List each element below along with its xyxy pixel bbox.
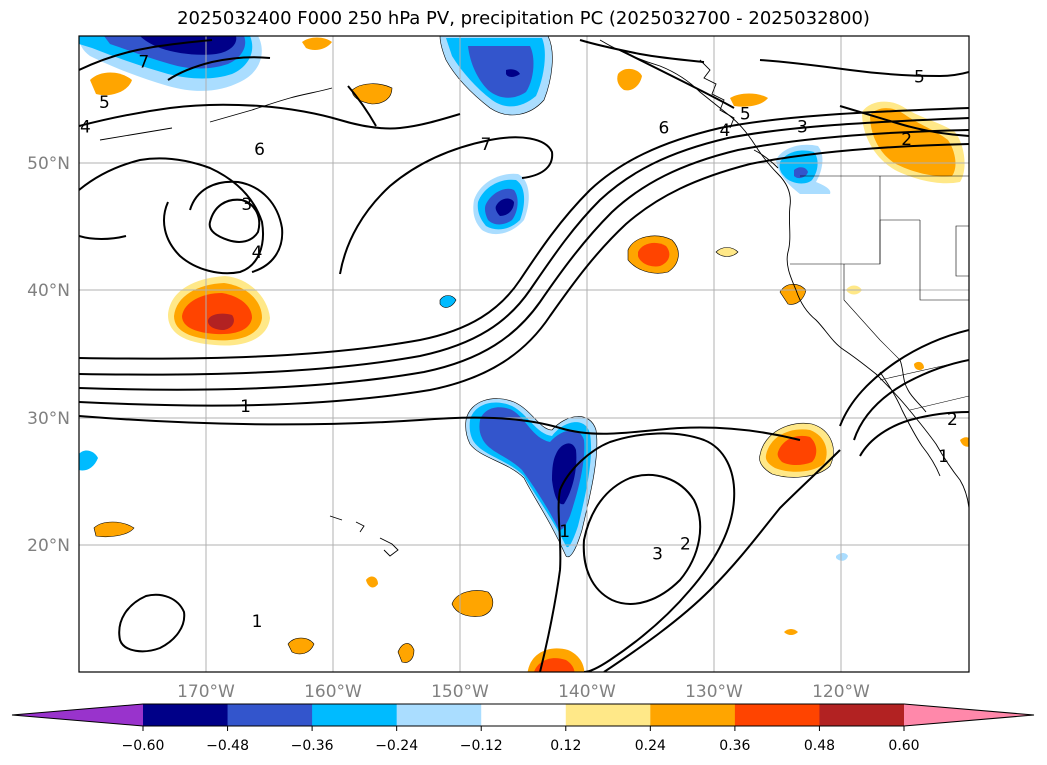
lat-tick-label: 40°N (27, 281, 70, 301)
colorbar-segment (819, 704, 905, 726)
lon-axis: 170°W 160°W 150°W 140°W 130°W 120°W (177, 682, 870, 702)
pv-contour-label: 1 (252, 612, 263, 632)
precip-shading-negative (79, 36, 848, 561)
colorbar-tick-label: 0.60 (888, 738, 919, 754)
lat-axis: 50°N 40°N 30°N 20°N (27, 154, 70, 556)
colorbar-segment (312, 704, 398, 726)
pv-contour-label: 1 (938, 447, 949, 467)
colorbar-tick-label: 0.24 (635, 738, 666, 754)
pv-contour-label: 5 (914, 68, 925, 88)
pv-contour-label: 6 (658, 119, 669, 139)
pv-contour-label: 2 (947, 410, 958, 430)
colorbar-segment (143, 704, 229, 726)
colorbar-tick-label: 0.48 (804, 738, 835, 754)
colorbar: −0.60 −0.48 −0.36 −0.24 −0.12 0.12 0.24 0.36 0.4… (11, 703, 1035, 754)
colorbar-tick-label: 0.12 (550, 738, 581, 754)
pv-contour-label: 4 (252, 243, 263, 263)
pv-contour-label: 5 (740, 105, 751, 125)
lon-tick-label: 160°W (304, 682, 362, 702)
precip-shading-positive (90, 37, 969, 672)
pv-contours (79, 39, 969, 672)
colorbar-tick-label: −0.60 (122, 738, 165, 754)
lon-tick-label: 150°W (431, 682, 489, 702)
map-title: 2025032400 F000 250 hPa PV, precipitatio… (177, 8, 870, 29)
pv-contour-label: 7 (480, 135, 491, 155)
pv-contour-label: 2 (680, 535, 691, 555)
lon-tick-label: 170°W (177, 682, 235, 702)
colorbar-tick-label: −0.36 (291, 738, 334, 754)
pv-contour-label: 7 (138, 52, 149, 72)
colorbar-segment (396, 704, 482, 726)
state-borders (790, 175, 969, 411)
precip-shading-outlines (93, 36, 834, 663)
lat-tick-label: 20°N (27, 536, 70, 556)
lon-tick-label: 140°W (558, 682, 616, 702)
pv-contour-label: 5 (99, 93, 110, 113)
colorbar-tick-label: 0.36 (719, 738, 750, 754)
colorbar-segment (227, 704, 313, 726)
colorbar-extend-max (904, 704, 1034, 726)
lon-tick-label: 120°W (812, 682, 870, 702)
pv-contour-label: 3 (797, 117, 808, 137)
pv-contour-label: 1 (240, 397, 251, 417)
map-frame (78, 35, 970, 673)
colorbar-tick-label: −0.48 (206, 738, 249, 754)
pv-contour-label: 2 (901, 130, 912, 150)
graticule (79, 36, 969, 672)
pv-contour-label: 6 (254, 140, 265, 160)
colorbar-tick-label: −0.24 (375, 738, 418, 754)
pv-contour-label: 1 (559, 522, 570, 542)
colorbar-extend-min (12, 704, 143, 726)
pv-contour-label: 3 (652, 545, 663, 565)
colorbar-segment (734, 704, 820, 726)
pv-contour-label: 4 (719, 121, 730, 141)
colorbar-tick-label: −0.12 (460, 738, 503, 754)
colorbar-segment (481, 704, 567, 726)
lon-tick-label: 130°W (685, 682, 743, 702)
lat-tick-label: 50°N (27, 154, 70, 174)
colorbar-segment (565, 704, 651, 726)
lat-tick-label: 30°N (27, 409, 70, 429)
pv-contour-label: 3 (241, 195, 252, 215)
colorbar-segment (650, 704, 736, 726)
pv-contour-label: 4 (80, 117, 91, 137)
coastlines (99, 39, 969, 557)
